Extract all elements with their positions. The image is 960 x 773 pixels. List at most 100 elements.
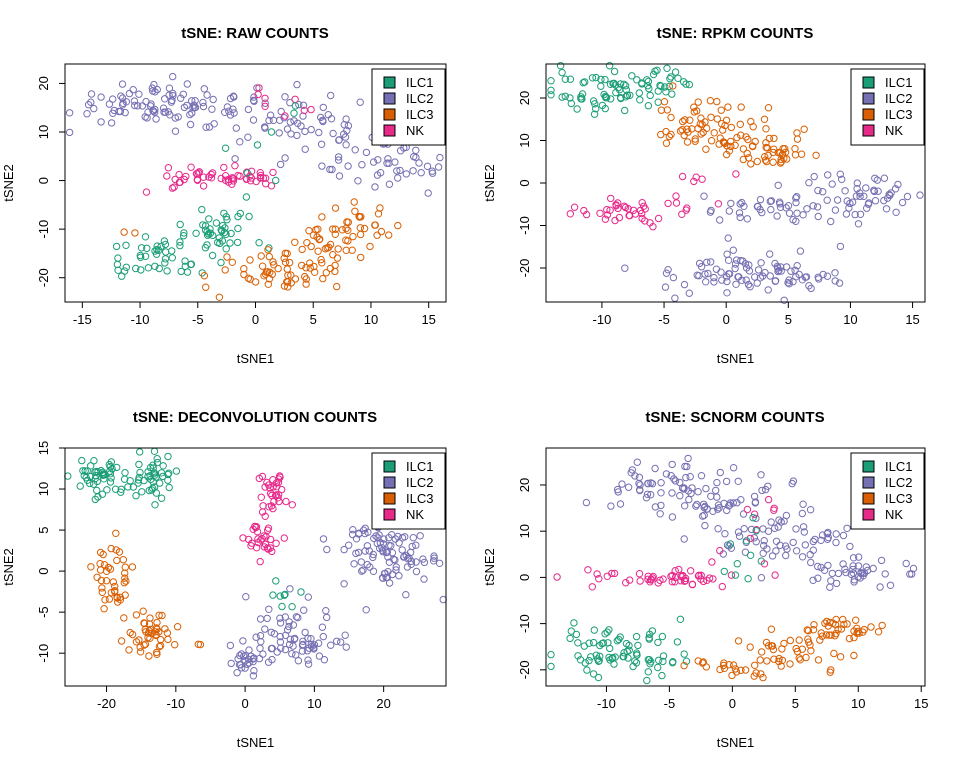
data-point-ilc2 (402, 591, 410, 599)
data-point-ilc2 (249, 96, 258, 105)
data-point-ilc2 (395, 572, 403, 580)
data-point-ilc3 (713, 97, 721, 106)
data-point-ilc1 (90, 480, 98, 488)
data-point-nk (300, 106, 308, 115)
data-point-ilc3 (667, 113, 675, 122)
data-point-ilc2 (385, 159, 393, 167)
data-point-ilc2 (363, 542, 372, 550)
legend-label-ilc3: ILC3 (885, 107, 912, 122)
data-point-ilc3 (325, 243, 333, 252)
x-tick-label: 10 (851, 696, 865, 711)
data-point-ilc2 (151, 105, 159, 114)
data-point-ilc3 (760, 115, 769, 124)
data-point-ilc1 (596, 641, 604, 650)
data-point-ilc3 (733, 133, 741, 142)
data-point-ilc2 (854, 562, 863, 570)
data-point-ilc3 (783, 155, 791, 163)
data-point-ilc2 (636, 486, 644, 494)
data-point-ilc2 (750, 492, 759, 501)
data-point-ilc1 (654, 98, 662, 106)
data-point-ilc1 (556, 61, 565, 70)
data-point-ilc3 (111, 582, 119, 591)
data-point-ilc3 (246, 275, 254, 283)
data-point-ilc1 (576, 656, 585, 664)
data-point-ilc2 (877, 556, 886, 565)
data-point-ilc2 (742, 276, 750, 284)
data-point-ilc1 (161, 259, 169, 267)
data-point-ilc2 (849, 554, 858, 562)
data-point-nk (570, 203, 579, 211)
data-point-ilc1 (148, 484, 157, 492)
data-point-ilc1 (226, 239, 234, 247)
data-point-ilc1 (574, 652, 582, 660)
plot-frame (545, 447, 926, 687)
data-point-nk (622, 579, 630, 587)
data-point-ilc1 (591, 100, 599, 108)
data-point-ilc2 (692, 502, 700, 510)
data-point-ilc2 (760, 537, 768, 545)
data-point-nk (269, 504, 277, 513)
data-point-ilc3 (769, 645, 778, 654)
data-point-ilc2 (835, 279, 844, 287)
data-point-nk (259, 174, 268, 182)
data-point-ilc2 (823, 272, 832, 280)
data-point-ilc1 (626, 91, 634, 100)
data-point-ilc2 (714, 505, 722, 513)
data-point-ilc2 (342, 141, 350, 149)
data-point-ilc2 (323, 613, 331, 622)
data-point-ilc3 (305, 227, 313, 235)
data-point-ilc2 (188, 109, 196, 117)
data-point-ilc2 (882, 205, 891, 213)
data-point-ilc2 (731, 264, 739, 273)
data-point-ilc3 (298, 261, 306, 270)
data-point-ilc3 (141, 640, 150, 648)
data-point-ilc1 (592, 73, 600, 82)
data-point-ilc1 (217, 226, 225, 234)
data-point-ilc2 (651, 464, 659, 473)
x-tick-label: 0 (729, 696, 736, 711)
data-point-ilc3 (333, 254, 342, 262)
data-point-ilc2 (892, 208, 900, 217)
data-point-nk (256, 557, 264, 566)
x-tick-label: -10 (593, 312, 612, 327)
data-point-ilc1 (671, 68, 680, 76)
y-tick-label: 5 (36, 526, 51, 533)
data-point-ilc3 (146, 634, 154, 642)
data-point-ilc2 (319, 632, 327, 641)
data-point-ilc2 (250, 667, 258, 675)
data-point-ilc2 (871, 197, 880, 205)
data-point-ilc3 (678, 126, 686, 134)
data-point-ilc1 (592, 651, 600, 659)
data-point-nk (291, 95, 299, 104)
data-point-ilc3 (164, 635, 172, 644)
data-point-ilc2 (688, 484, 696, 492)
data-point-ilc3 (344, 226, 352, 235)
data-point-nk (224, 178, 233, 186)
data-point-ilc1 (646, 91, 654, 100)
data-point-ilc2 (292, 651, 300, 659)
data-point-ilc2 (410, 152, 418, 161)
data-point-nk (261, 94, 269, 103)
data-point-nk (247, 167, 256, 176)
data-point-ilc2 (177, 94, 185, 102)
data-point-ilc2 (864, 200, 873, 208)
data-point-ilc1 (606, 644, 614, 653)
y-tick-label: 15 (36, 441, 51, 455)
data-point-ilc2 (252, 633, 260, 641)
data-point-ilc2 (735, 532, 744, 540)
data-point-ilc1 (566, 94, 574, 102)
data-point-ilc2 (742, 264, 751, 272)
data-point-nk (224, 175, 233, 184)
data-point-ilc1 (87, 462, 95, 470)
data-point-ilc2 (643, 490, 652, 498)
data-point-ilc2 (809, 202, 817, 210)
data-point-ilc1 (558, 93, 566, 101)
data-point-ilc3 (683, 125, 691, 133)
data-point-ilc2 (87, 98, 95, 106)
legend-swatch-ilc3 (383, 492, 396, 505)
data-point-ilc2 (898, 198, 907, 207)
data-point-ilc3 (136, 648, 145, 656)
data-point-ilc2 (385, 180, 394, 188)
data-point-ilc2 (813, 203, 822, 211)
